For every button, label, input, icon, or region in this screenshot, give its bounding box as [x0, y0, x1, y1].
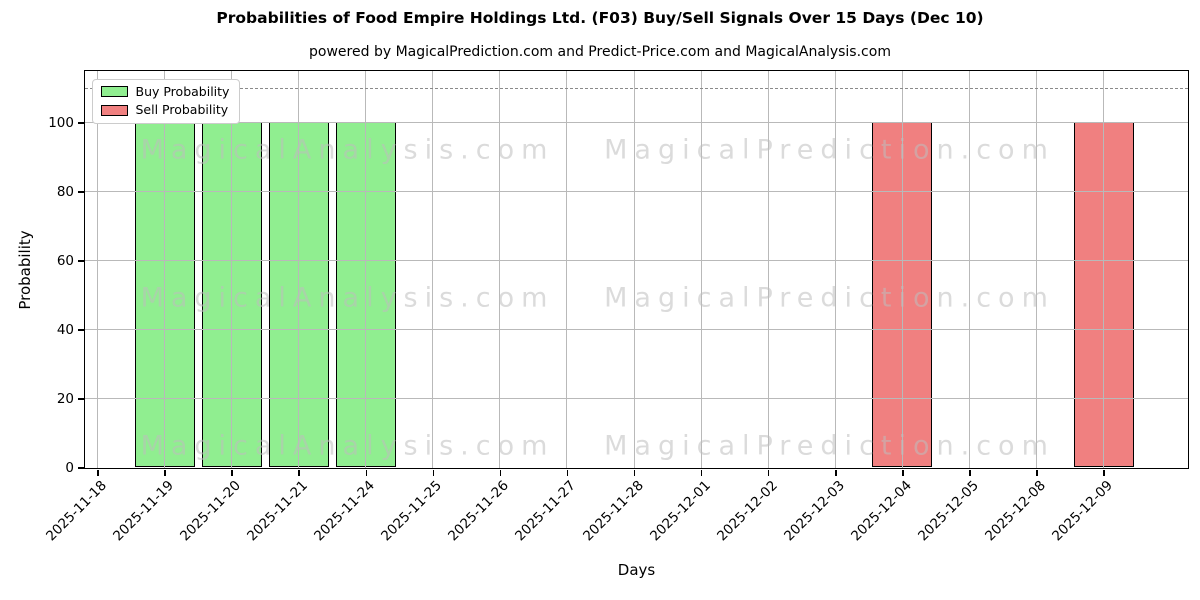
vertical-gridline	[365, 70, 367, 468]
y-tick-label: 80	[56, 183, 74, 200]
watermark-prediction: MagicalPrediction.com	[604, 282, 1055, 313]
legend-label: Buy Probability	[135, 83, 230, 99]
horizontal-gridline	[84, 121, 1188, 123]
chart-subtitle: powered by MagicalPrediction.com and Pre…	[309, 44, 891, 60]
vertical-gridline	[432, 70, 434, 468]
vertical-gridline	[1035, 70, 1037, 468]
vertical-gridline	[968, 70, 970, 468]
y-axis-label: Probability	[16, 230, 34, 310]
watermark-analysis: MagicalAnalysis.com	[140, 282, 555, 313]
x-tick-mark	[969, 469, 971, 476]
vertical-gridline	[164, 70, 166, 468]
x-tick-mark	[633, 469, 636, 476]
x-tick-mark	[835, 469, 837, 476]
vertical-gridline	[97, 70, 98, 468]
watermark-analysis: MagicalAnalysis.com	[140, 430, 555, 461]
y-tick-label: 20	[56, 390, 74, 407]
x-tick-mark	[231, 469, 233, 476]
y-tick-label: 0	[65, 460, 74, 476]
legend-swatch-buy	[100, 86, 128, 98]
y-tick-label: 60	[56, 252, 74, 269]
y-tick-mark	[78, 467, 84, 469]
x-tick-mark	[298, 469, 300, 476]
y-tick-label: 40	[56, 321, 74, 338]
legend: Buy Probability Sell Probability	[91, 78, 241, 124]
watermark-analysis: MagicalAnalysis.com	[140, 134, 555, 165]
legend-swatch-sell	[100, 104, 128, 116]
vertical-gridline	[834, 70, 836, 468]
watermark-prediction: MagicalPrediction.com	[604, 430, 1055, 461]
x-tick-mark	[1036, 469, 1038, 476]
legend-label: Sell Probability	[135, 102, 229, 117]
vertical-gridline	[231, 70, 233, 468]
y-tick-mark	[78, 122, 84, 124]
horizontal-gridline	[84, 397, 1188, 399]
vertical-gridline	[767, 70, 769, 468]
x-tick-mark	[97, 469, 99, 476]
y-tick-mark	[78, 398, 84, 400]
x-tick-mark	[164, 469, 166, 476]
vertical-gridline	[633, 70, 635, 468]
y-tick-mark	[78, 329, 84, 331]
horizontal-gridline	[84, 328, 1188, 330]
horizontal-gridline	[84, 259, 1188, 261]
plot-area: Buy Probability Sell Probability MagicalA…	[83, 69, 1189, 469]
x-tick-mark	[432, 469, 435, 476]
vertical-gridline	[298, 70, 300, 468]
vertical-gridline	[901, 70, 903, 468]
y-tick-mark	[78, 191, 84, 193]
y-tick-mark	[78, 260, 84, 262]
x-tick-mark	[499, 469, 502, 476]
watermark-prediction: MagicalPrediction.com	[604, 134, 1055, 165]
legend-item: Buy Probability	[100, 83, 230, 99]
x-tick-mark	[902, 469, 904, 476]
horizontal-gridline	[84, 190, 1188, 192]
x-tick-mark	[365, 469, 368, 476]
x-tick-mark	[767, 469, 770, 476]
legend-item: Sell Probability	[100, 102, 230, 117]
vertical-gridline	[566, 70, 568, 468]
y-tick-label: 100	[48, 114, 74, 131]
x-tick-mark	[1103, 469, 1105, 476]
dashed-reference-line	[84, 87, 1188, 89]
chart-title: Probabilities of Food Empire Holdings Lt…	[216, 9, 984, 27]
x-tick-mark	[566, 469, 569, 476]
vertical-gridline	[700, 70, 702, 468]
x-tick-mark	[700, 469, 703, 476]
vertical-gridline	[499, 70, 501, 468]
vertical-gridline	[1103, 70, 1105, 468]
x-axis-label: Days	[617, 561, 656, 579]
